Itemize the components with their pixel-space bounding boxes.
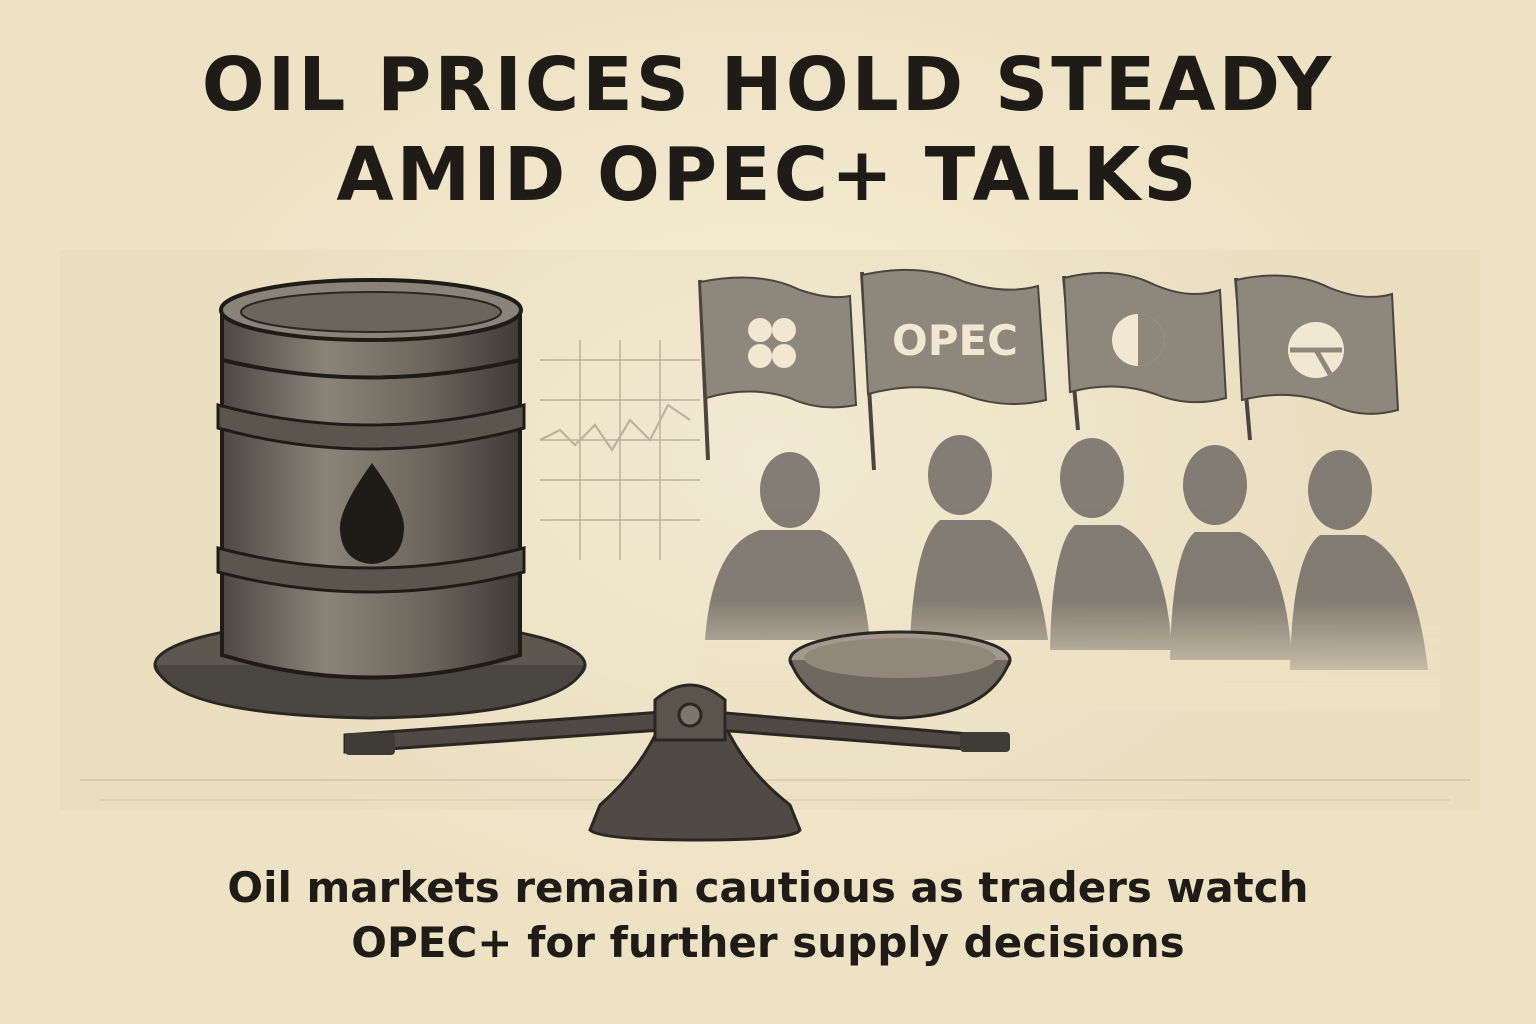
- headline-line-2: AMID OPEC+ TALKS: [336, 132, 1200, 218]
- headline: OIL PRICES HOLD STEADY AMID OPEC+ TALKS: [0, 40, 1536, 220]
- price-chart-icon: [539, 340, 700, 560]
- opec-flag-icon: [1062, 271, 1228, 431]
- balance-scale-icon: [153, 618, 1012, 842]
- opec-flag-icon: [1234, 274, 1400, 441]
- opec-flag-icon: [698, 276, 858, 461]
- subheadline-line-2: OPEC+ for further supply decisions: [351, 918, 1185, 967]
- subheadline-line-1: Oil markets remain cautious as traders w…: [227, 863, 1309, 912]
- opec-flag-icon: OPEC: [860, 268, 1048, 471]
- headline-line-1: OIL PRICES HOLD STEADY: [201, 42, 1335, 128]
- oil-barrel-icon: [216, 278, 526, 680]
- oil-drop-icon: [339, 463, 405, 564]
- opec-flags: OPEC: [698, 268, 1400, 471]
- flag-opec-label: OPEC: [892, 316, 1018, 365]
- subheadline: Oil markets remain cautious as traders w…: [0, 860, 1536, 970]
